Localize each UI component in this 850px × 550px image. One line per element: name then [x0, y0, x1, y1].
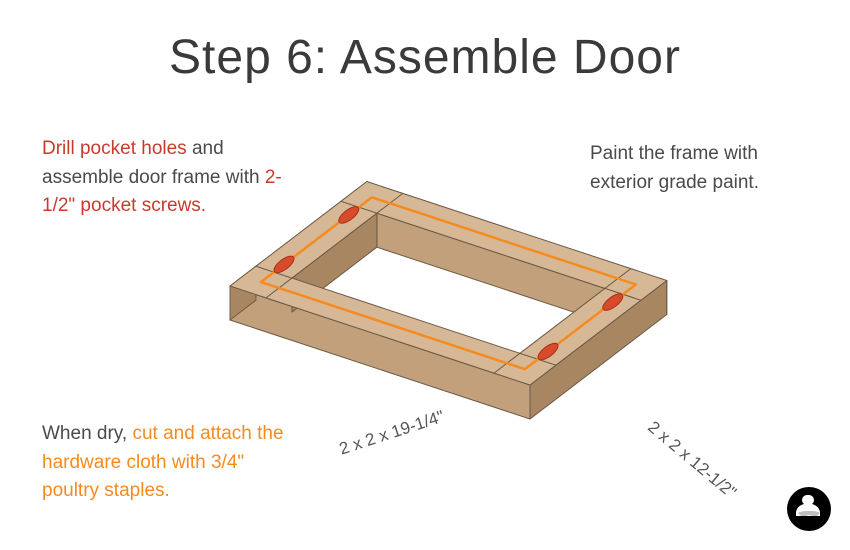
instruction-text-span: When dry,: [42, 423, 132, 444]
page-title: Step 6: Assemble Door: [0, 30, 850, 85]
door-frame-diagram: [210, 150, 690, 450]
instruction-text-span: Drill pocket holes: [42, 138, 187, 159]
brand-logo-icon: [786, 486, 832, 532]
dimension-short-side: 2 x 2 x 12-1/2": [644, 417, 740, 502]
